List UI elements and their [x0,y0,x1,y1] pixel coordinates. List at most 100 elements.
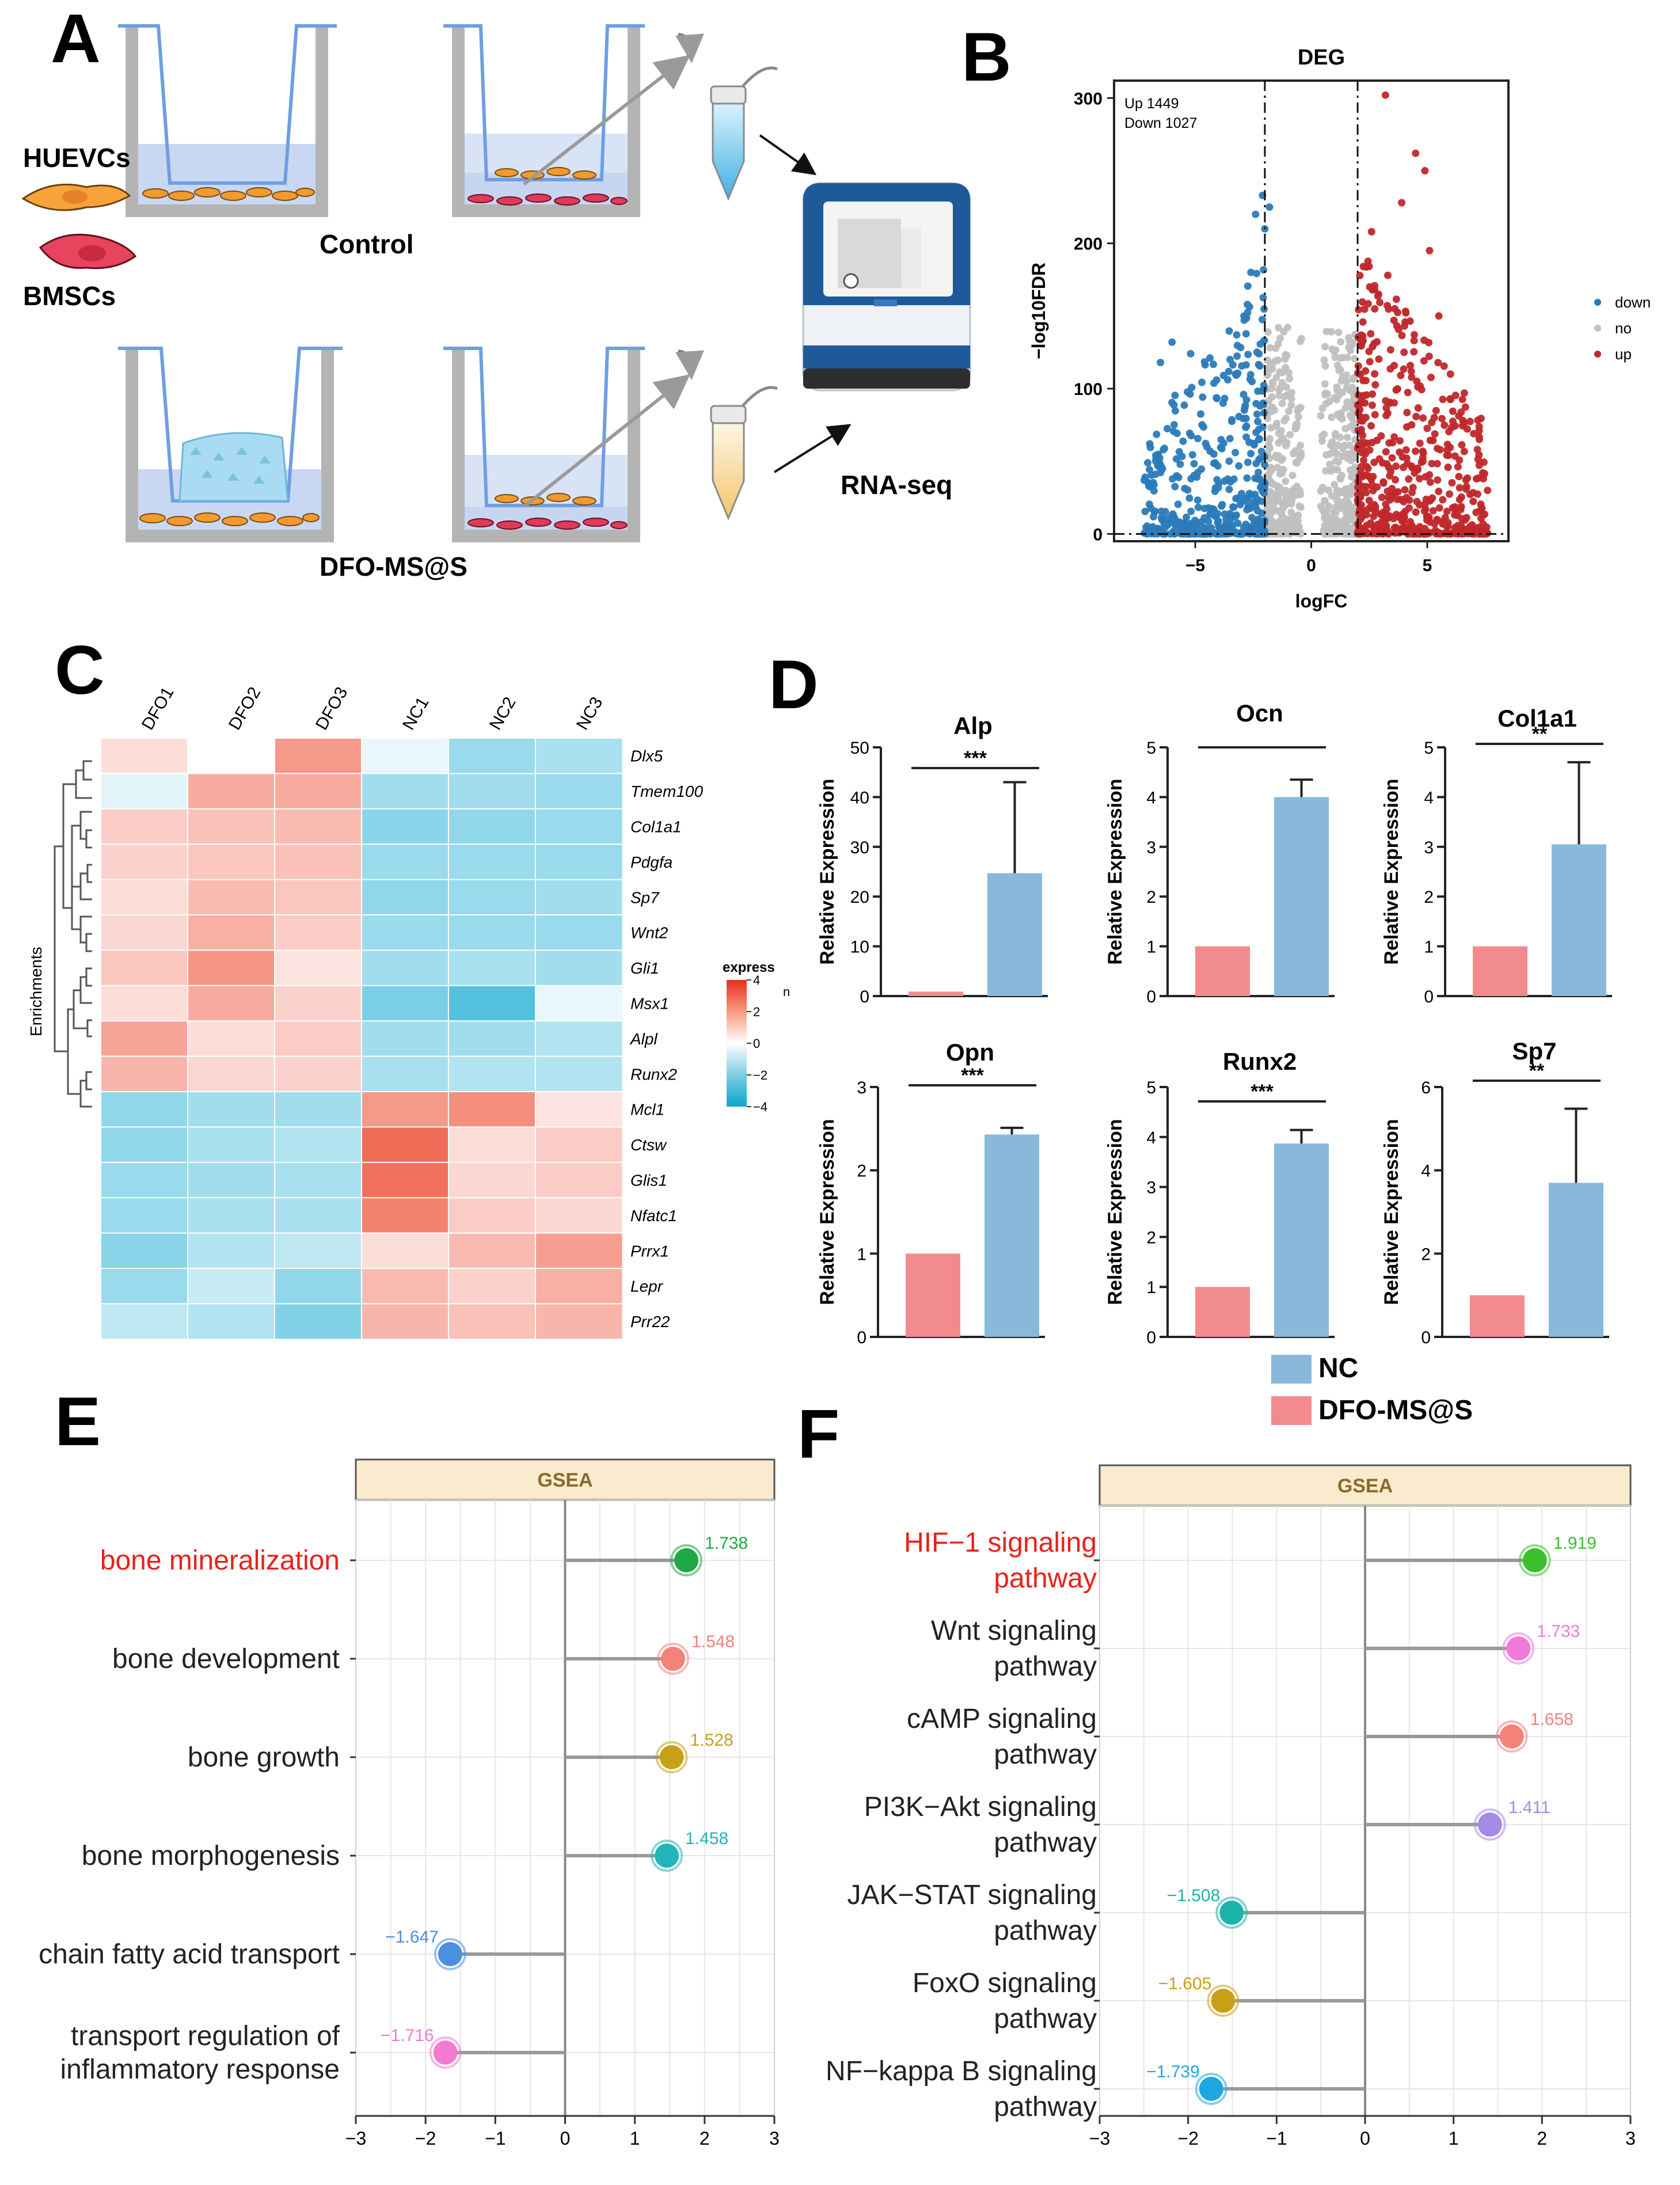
volcano-point-down [1260,336,1268,344]
bar-nc [987,873,1042,996]
heatmap-cell [187,949,276,987]
heatmap-cell [535,1055,624,1093]
panel-label-a: A [51,0,101,77]
volcano-point-no [1281,355,1289,363]
volcano-point-no [1266,344,1274,352]
volcano-point-up [1359,318,1367,326]
heatmap-row-label: Tmem100 [630,782,703,800]
heatmap-cell [274,1091,363,1128]
heatmap-legend-title: express [723,960,775,975]
heatmap-row-label: Alpl [629,1030,657,1048]
volcano-point-up [1391,529,1399,537]
volcano-point-down [1172,455,1180,463]
volcano-point-up [1446,396,1454,404]
volcano-point-no [1335,497,1343,505]
volcano-point-up [1369,390,1377,398]
volcano-point-up [1402,309,1410,317]
volcano-point-no [1280,393,1288,401]
volcano-point-no [1283,439,1291,447]
volcano-point-down [1230,475,1238,483]
volcano-point-up [1390,362,1398,370]
panel-e-gsea-go: E GSEA −3 −2 −1 0 1 2 3 1.738 bone mineralization… [39,1383,780,2149]
legend-label-dfo: DFO-MS@S [1318,1395,1473,1426]
volcano-point-up [1363,391,1370,399]
bar-significance-stars: ** [1532,723,1548,745]
bar-significance-stars: *** [964,747,987,769]
volcano-point-down [1244,301,1252,309]
volcano-point-down [1164,425,1171,432]
panel-a-schematic: A [21,0,971,582]
volcano-point-up [1403,423,1411,431]
volcano-point-up [1358,298,1366,306]
gsea-x-tick-label: 3 [1625,2128,1636,2149]
bar-dfo [1473,946,1527,996]
volcano-point-down [1253,507,1261,515]
volcano-point-down [1140,476,1148,484]
heatmap-cell [187,1091,276,1128]
heatmap-cell [448,1268,537,1305]
volcano-point-no [1322,451,1330,459]
volcano-point-down [1225,367,1233,375]
volcano-point-up [1379,479,1388,487]
volcano-point-up [1369,473,1377,481]
volcano-point-up [1394,325,1402,333]
transwell-dfo-2 [443,347,690,542]
gsea-term-label: pathway [994,1827,1097,1858]
volcano-point-up [1367,519,1375,527]
heatmap-column-labels: DFO1 DFO2 DFO3 NC1 NC2 NC3 [138,684,607,734]
volcano-point-up [1470,430,1478,438]
volcano-point-up [1453,525,1461,533]
volcano-point-up [1364,300,1372,308]
volcano-point-no [1320,527,1328,535]
volcano-point-up [1405,504,1413,512]
heatmap-cell [274,808,363,845]
legend-label-nc: NC [1318,1353,1358,1384]
volcano-point-up [1426,246,1434,254]
gsea-x-tick-label: −3 [345,2128,366,2149]
volcano-point-up [1416,474,1424,482]
gsea-lollipop-dot [1219,1901,1244,1925]
volcano-point-down [1248,491,1256,499]
volcano-point-no [1288,389,1295,397]
volcano-point-up [1391,305,1399,313]
volcano-point-down [1171,407,1179,415]
volcano-point-no [1266,465,1274,473]
gsea-term-label: pathway [994,1739,1097,1770]
heatmap-row-label: Prrx1 [630,1242,669,1260]
gsea-term-label: JAK−STAT signaling [847,1880,1097,1910]
hydrogel-scaffold [178,432,289,502]
bar-y-tick-label: 5 [1146,739,1156,758]
volcano-point-no [1331,354,1339,362]
volcano-point-down [1208,505,1216,512]
volcano-point-up [1439,396,1447,404]
gsea-lollipop-dot [659,1745,684,1769]
volcano-point-up [1386,398,1394,406]
volcano-point-up [1449,417,1457,425]
volcano-point-up [1438,415,1446,423]
heatmap-cell [361,1303,450,1340]
volcano-point-no [1331,507,1339,515]
bar-chart-title: Sp7 [1512,1038,1556,1065]
heatmap-cell [100,949,189,987]
volcano-point-up [1419,414,1427,422]
volcano-point-down [1260,484,1268,492]
heatmap-cell [100,1055,189,1093]
label-control: Control [320,229,414,259]
volcano-point-up [1382,448,1390,456]
volcano-point-up [1464,425,1471,433]
volcano-point-up [1402,446,1410,454]
volcano-point-up [1446,490,1454,498]
volcano-point-no [1336,366,1344,374]
volcano-point-up [1459,417,1467,424]
volcano-point-down [1214,484,1222,492]
volcano-point-down [1241,494,1249,502]
bar-y-tick-label: 5 [1146,1078,1156,1097]
gsea-x-tick-label: 0 [1360,2128,1370,2149]
volcano-point-up [1388,454,1396,462]
volcano-point-up [1392,462,1400,470]
bar-dfo [906,1253,960,1337]
volcano-point-down [1187,507,1195,515]
heatmap-row-label: Lepr [630,1278,664,1295]
volcano-point-up [1469,497,1477,506]
